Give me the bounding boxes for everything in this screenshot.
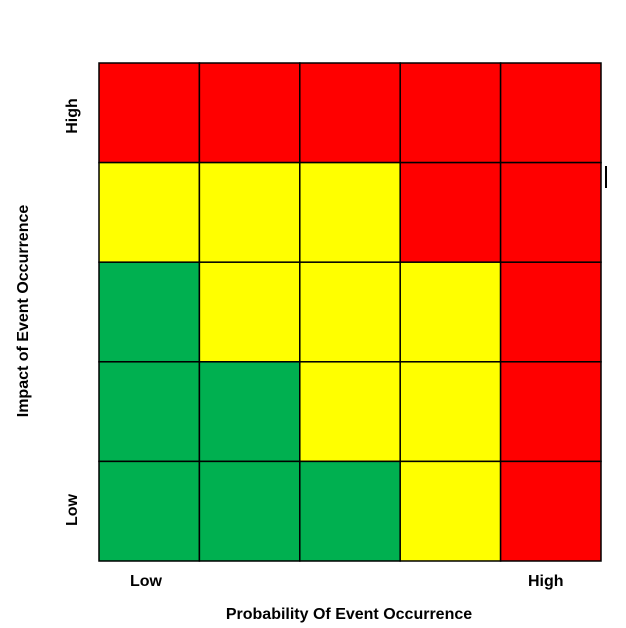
- matrix-cell-r1-c3: [299, 62, 401, 164]
- matrix-cell-r4-c2: [198, 361, 301, 463]
- matrix-cell-r5-c2: [198, 460, 301, 562]
- matrix-cell-r3-c1: [98, 261, 201, 363]
- matrix-cell-r1-c4: [399, 62, 502, 164]
- matrix-cell-r5-c4: [399, 460, 502, 562]
- y-axis-low-label: Low: [64, 493, 81, 526]
- x-axis-low-label: Low: [130, 573, 163, 590]
- y-axis-title: Impact of Event Occurrence: [15, 205, 32, 418]
- matrix-cell-r5-c5: [499, 460, 602, 562]
- risk-matrix-grid: [98, 62, 602, 562]
- y-axis-high-label: High: [64, 98, 81, 134]
- matrix-cell-r1-c2: [198, 62, 301, 164]
- x-axis-title: Probability Of Event Occurrence: [226, 606, 472, 623]
- x-axis-high-label: High: [528, 573, 564, 590]
- matrix-cell-r2-c3: [299, 161, 401, 263]
- matrix-cell-r4-c1: [98, 361, 201, 463]
- matrix-cell-r5-c1: [98, 460, 201, 562]
- matrix-cell-r2-c2: [198, 161, 301, 263]
- matrix-cell-r3-c5: [499, 261, 602, 363]
- matrix-cell-r4-c5: [499, 361, 602, 463]
- matrix-cell-r2-c5: [499, 161, 602, 263]
- matrix-cell-r2-c4: [399, 161, 502, 263]
- matrix-cell-r4-c3: [299, 361, 401, 463]
- matrix-cell-r1-c5: [499, 62, 602, 164]
- matrix-cell-r3-c3: [299, 261, 401, 363]
- matrix-cell-r5-c3: [299, 460, 401, 562]
- matrix-cell-r3-c4: [399, 261, 502, 363]
- matrix-cell-r2-c1: [98, 161, 201, 263]
- matrix-cell-r4-c4: [399, 361, 502, 463]
- matrix-cell-r3-c2: [198, 261, 301, 363]
- matrix-cell-r1-c1: [98, 62, 201, 164]
